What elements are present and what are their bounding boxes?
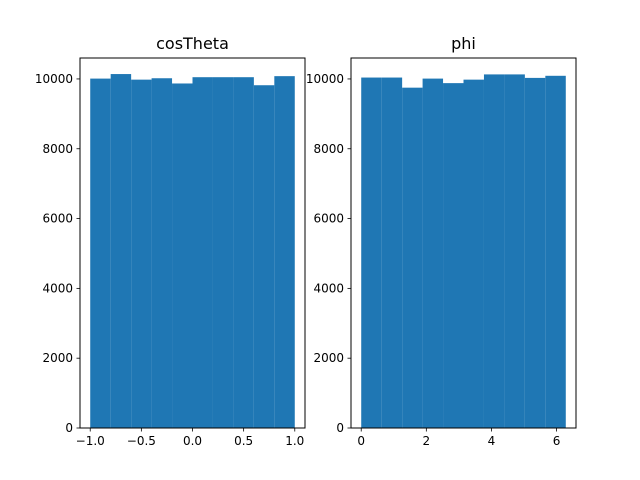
phi-xtick-label-3: 6 <box>553 434 561 448</box>
costheta-xtick-label-4: 1.0 <box>285 434 304 448</box>
phi-bar-5 <box>463 79 484 428</box>
phi-xtick-label-1: 2 <box>423 434 431 448</box>
phi-bar-8 <box>524 77 546 428</box>
phi-bar-7 <box>504 74 525 428</box>
phi-ytick-label-1: 2000 <box>313 351 344 365</box>
costheta-bars <box>90 74 295 429</box>
costheta-xtick-label-3: 0.5 <box>234 434 253 448</box>
costheta-ytick-label-3: 6000 <box>42 212 73 226</box>
costheta-bar-6 <box>212 77 234 428</box>
phi-xtick-label-2: 4 <box>488 434 496 448</box>
phi-ytick-label-3: 6000 <box>313 212 344 226</box>
costheta-axes-frame <box>79 57 306 429</box>
costheta-ytick-label-1: 2000 <box>42 351 73 365</box>
phi-ticks: 0 2 4 6 0 2000 4000 6000 8000 10000 <box>306 72 561 448</box>
phi-bars <box>361 74 566 429</box>
phi-axes-frame <box>350 57 577 429</box>
phi-bar-9 <box>545 75 566 429</box>
phi-ytick-label-2: 4000 <box>313 281 344 295</box>
phi-bar-4 <box>443 83 464 428</box>
costheta-xtick-label-1: −0.5 <box>127 434 156 448</box>
phi-bar-0 <box>361 77 382 428</box>
costheta-bar-8 <box>253 85 275 429</box>
costheta-ytick-label-5: 10000 <box>35 72 73 86</box>
costheta-bar-3 <box>151 78 173 428</box>
phi-ytick-label-4: 8000 <box>313 142 344 156</box>
costheta-xtick-label-2: 0.0 <box>183 434 202 448</box>
costheta-xtick-label-0: −1.0 <box>76 434 105 448</box>
costheta-bar-4 <box>172 83 193 428</box>
phi-xtick-label-0: 0 <box>357 434 365 448</box>
phi-ytick-label-0: 0 <box>336 421 344 435</box>
costheta-bar-0 <box>90 78 111 429</box>
costheta-bar-1 <box>110 74 132 428</box>
phi-bar-3 <box>422 78 444 429</box>
costheta-panel: −1.0 −0.5 0.0 0.5 1.00200040006000800010000 … <box>35 34 306 448</box>
costheta-bar-7 <box>233 77 254 428</box>
phi-title: phi <box>451 34 476 53</box>
phi-ytick-label-5: 10000 <box>306 72 344 86</box>
costheta-ytick-label-4: 8000 <box>42 142 73 156</box>
costheta-ytick-label-2: 4000 <box>42 281 73 295</box>
costheta-title: cosTheta <box>156 34 229 53</box>
costheta-bar-9 <box>274 76 295 428</box>
costheta-bar-2 <box>131 79 152 428</box>
phi-bar-1 <box>381 77 403 428</box>
phi-panel: 0 2 4 6 0 2000 4000 6000 8000 10000 phi <box>306 34 577 448</box>
costheta-bar-5 <box>192 77 213 428</box>
phi-bar-6 <box>483 74 505 428</box>
costheta-ticks: −1.0 −0.5 0.0 0.5 1.0 0 2000 4000 6000 8000 10000 <box>35 72 305 448</box>
costheta-ytick-label-0: 0 <box>65 421 73 435</box>
phi-bar-2 <box>402 87 423 429</box>
